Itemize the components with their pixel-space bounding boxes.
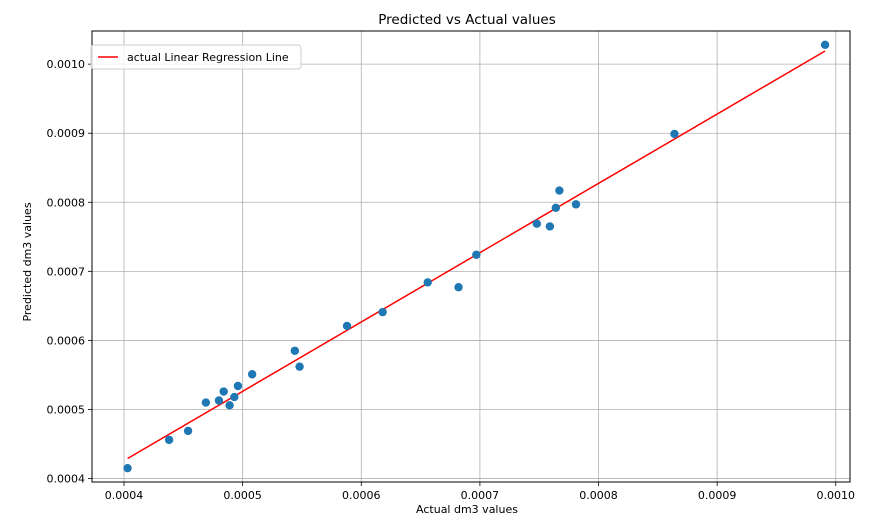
legend: actual Linear Regression Line	[90, 44, 302, 70]
legend-box	[90, 44, 302, 70]
x-axis-label: Actual dm3 values	[416, 503, 518, 516]
y-tick-label: 0.0004	[47, 473, 86, 486]
data-point	[454, 283, 463, 292]
data-points	[123, 40, 830, 473]
grid-lines	[92, 31, 850, 482]
data-point	[219, 387, 228, 396]
data-point	[820, 40, 830, 50]
data-point	[551, 203, 561, 213]
data-point	[472, 250, 481, 259]
data-point	[123, 463, 132, 473]
data-point	[532, 219, 542, 228]
data-point	[571, 200, 581, 209]
x-tick-label: 0.0009	[698, 489, 737, 502]
legend-entry-regression: actual Linear Regression Line	[127, 51, 289, 64]
y-tick-label: 0.0006	[47, 334, 86, 347]
data-point	[201, 398, 211, 407]
data-point	[164, 435, 174, 445]
y-tick-label: 0.0009	[47, 127, 86, 140]
y-tick-label: 0.0005	[47, 403, 86, 416]
data-point	[342, 321, 352, 331]
data-point	[423, 278, 432, 287]
data-point	[555, 186, 564, 195]
data-point	[225, 401, 234, 410]
data-point	[247, 370, 257, 379]
y-tick-label: 0.0010	[47, 58, 86, 71]
plot-frame	[91, 30, 851, 483]
data-point	[183, 426, 193, 436]
x-tick-label: 0.0008	[579, 489, 618, 502]
x-tick-label: 0.0007	[461, 489, 500, 502]
y-axis-label: Predicted dm3 values	[21, 202, 34, 321]
y-tick-label: 0.0007	[47, 265, 86, 278]
data-point	[230, 392, 239, 402]
x-tick-label: 0.0010	[817, 489, 856, 502]
x-axis-ticks: 0.0004 0.0005 0.0006 0.0007 0.0008 0.0009 0.00…	[105, 482, 855, 502]
x-tick-label: 0.0005	[223, 489, 262, 502]
data-point	[214, 396, 224, 405]
data-point	[378, 307, 387, 317]
x-tick-label: 0.0004	[105, 489, 144, 502]
data-point	[233, 381, 243, 391]
chart-title: Predicted vs Actual values	[378, 12, 555, 28]
y-tick-label: 0.0008	[47, 196, 86, 209]
data-point	[670, 129, 679, 139]
data-point	[295, 362, 304, 371]
data-point	[545, 222, 555, 231]
x-tick-label: 0.0006	[342, 489, 381, 502]
data-point	[290, 346, 300, 355]
y-axis-ticks: 0.0004 0.0005 0.0006 0.0007 0.0008 0.0009 0.00…	[47, 58, 92, 486]
